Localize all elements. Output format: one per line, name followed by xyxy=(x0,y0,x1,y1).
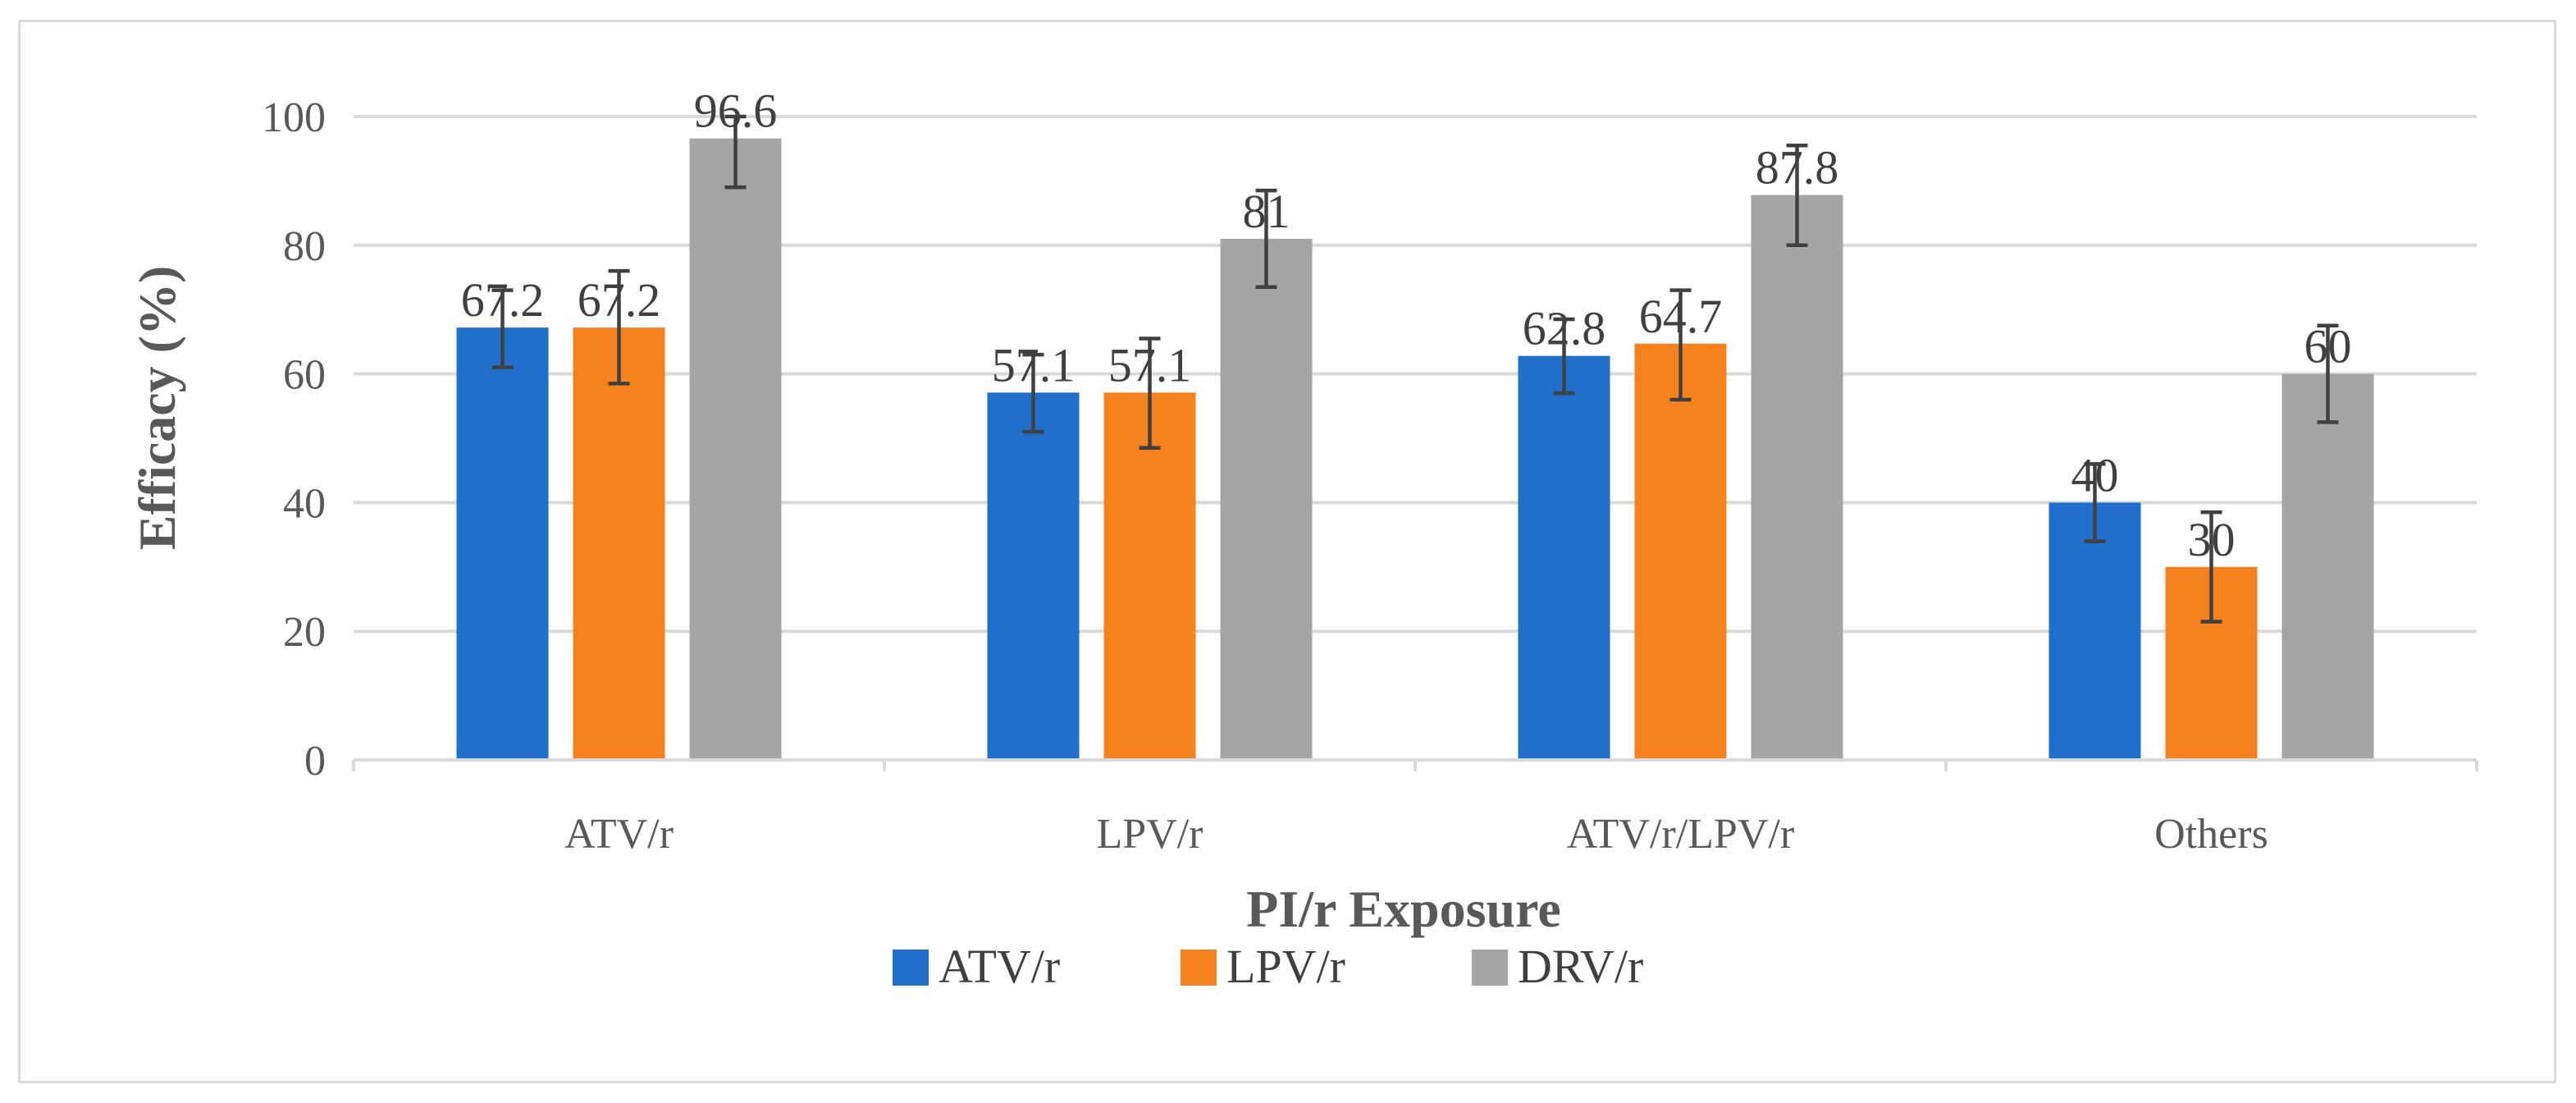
bar xyxy=(987,392,1080,760)
y-tick-label: 40 xyxy=(283,480,326,527)
chart-frame: 67.2 57.1 62.8 40 67.2 57.1 64.7 30 96.6 81 87.8 60… xyxy=(18,20,2556,1083)
y-tick-label: 100 xyxy=(262,94,326,141)
data-label: 81 xyxy=(1243,185,1290,238)
error-layer xyxy=(491,114,2339,624)
data-label: 40 xyxy=(2071,448,2119,501)
bar xyxy=(1518,355,1610,760)
y-tick-label: 0 xyxy=(304,738,326,785)
y-tick-label: 60 xyxy=(283,352,326,399)
axis-layer: 0 20 40 60 80 100 ATV/r LPV/r ATV/r/LPV/r Others xyxy=(262,94,2478,858)
bar xyxy=(1751,195,1843,760)
bar xyxy=(1103,392,1196,760)
legend-swatch xyxy=(1181,950,1217,986)
legend-label: LPV/r xyxy=(1226,940,1345,993)
data-label: 96.6 xyxy=(694,85,778,138)
x-tick-label: Others xyxy=(2154,811,2268,858)
data-label: 57.1 xyxy=(1108,338,1192,391)
x-tick-label: LPV/r xyxy=(1097,811,1204,858)
data-label: 57.1 xyxy=(992,338,1076,391)
data-label: 62.8 xyxy=(1523,302,1606,355)
bar xyxy=(689,138,782,760)
y-tick-label: 20 xyxy=(283,609,326,656)
data-label: 60 xyxy=(2304,320,2352,373)
bar xyxy=(456,327,549,761)
data-label: 30 xyxy=(2188,513,2236,566)
legend-swatch xyxy=(1472,950,1508,986)
label-layer: 67.2 57.1 62.8 40 67.2 57.1 64.7 30 96.6 81 87.8 60 xyxy=(461,85,2352,566)
y-axis-title: Efficacy (%) xyxy=(128,266,186,551)
data-label: 67.2 xyxy=(461,273,545,327)
grid-layer xyxy=(354,115,2477,634)
x-tick-label: ATV/r xyxy=(564,811,674,858)
bar xyxy=(1220,238,1313,761)
bar xyxy=(1634,343,1727,760)
bar xyxy=(2048,502,2141,760)
bar xyxy=(2281,373,2374,760)
legend: ATV/r LPV/r DRV/r xyxy=(893,940,1643,993)
x-axis-title: PI/r Exposure xyxy=(1246,880,1560,938)
data-label: 87.8 xyxy=(1756,141,1839,195)
legend-label: ATV/r xyxy=(939,940,1060,993)
legend-swatch xyxy=(893,950,929,986)
data-label: 64.7 xyxy=(1639,290,1723,343)
x-tick-label: ATV/r/LPV/r xyxy=(1567,811,1794,858)
bar-layer xyxy=(456,138,2374,761)
legend-label: DRV/r xyxy=(1518,940,1643,993)
chart-svg: 67.2 57.1 62.8 40 67.2 57.1 64.7 30 96.6 81 87.8 60… xyxy=(128,85,2478,993)
bar xyxy=(573,327,665,761)
y-tick-label: 80 xyxy=(283,223,326,270)
data-label: 67.2 xyxy=(578,273,661,327)
